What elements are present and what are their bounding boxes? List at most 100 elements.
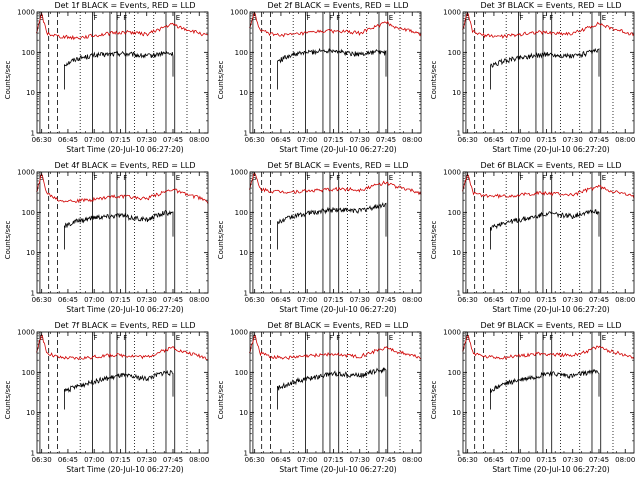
detector-panel-7: Det 7f BLACK = Events, RED = LLD Counts/s… xyxy=(0,320,213,480)
series-events-line xyxy=(490,47,600,90)
x-tick-label: 07:15 xyxy=(110,296,130,304)
x-tick-label: 08:00 xyxy=(402,296,422,304)
y-tick-label: 100 xyxy=(22,369,35,377)
x-tick-label: 06:45 xyxy=(58,136,78,144)
series-events-line xyxy=(64,50,174,90)
series-events-line xyxy=(64,369,174,410)
marker-label: F xyxy=(93,174,97,182)
series-lld-line xyxy=(462,334,635,360)
x-tick-label: 06:45 xyxy=(484,296,504,304)
x-tick-label: 08:00 xyxy=(615,136,635,144)
marker-label: F xyxy=(549,14,553,22)
marker-label: E xyxy=(176,334,180,342)
series-lld-line xyxy=(462,173,635,199)
x-tick-label: 07:00 xyxy=(84,296,104,304)
x-tick-label: 06:45 xyxy=(58,296,78,304)
marker-label: S xyxy=(252,14,257,22)
y-tick-label: 1 xyxy=(31,450,35,458)
panel-title: Det 2f BLACK = Events, RED = LLD xyxy=(267,1,409,10)
x-axis-label: Start Time (20-Jul-10 06:27:20) xyxy=(279,145,397,154)
x-tick-label: 07:30 xyxy=(137,456,157,464)
y-tick-label: 1 xyxy=(244,450,248,458)
x-tick-label: 07:15 xyxy=(536,136,556,144)
x-tick-label: 06:30 xyxy=(245,296,265,304)
series-events-line xyxy=(277,367,387,410)
marker-label: E xyxy=(389,334,393,342)
y-tick-label: 1000 xyxy=(230,9,248,17)
series-events-line xyxy=(490,209,600,250)
series-lld-line xyxy=(36,172,209,205)
x-tick-label: 07:15 xyxy=(110,456,130,464)
x-tick-label: 08:00 xyxy=(189,136,209,144)
marker-label: F xyxy=(336,334,340,342)
x-tick-label: 07:15 xyxy=(323,136,343,144)
x-tick-label: 07:45 xyxy=(589,296,609,304)
marker-label: E xyxy=(389,14,393,22)
detector-panel-3: Det 3f BLACK = Events, RED = LLD Counts/s… xyxy=(426,0,639,160)
y-tick-label: 1000 xyxy=(17,9,35,17)
panel-title: Det 3f BLACK = Events, RED = LLD xyxy=(480,1,622,10)
x-axis-label: Start Time (20-Jul-10 06:27:20) xyxy=(492,465,610,474)
y-tick-label: 10 xyxy=(26,409,35,417)
y-tick-label: 1000 xyxy=(443,169,461,177)
x-tick-label: 07:30 xyxy=(137,136,157,144)
panel-title: Det 8f BLACK = Events, RED = LLD xyxy=(267,321,409,330)
series-events-line xyxy=(277,47,387,90)
y-tick-label: 10 xyxy=(26,249,35,257)
y-tick-label: 10 xyxy=(452,89,461,97)
x-tick-label: 07:00 xyxy=(84,456,104,464)
marker-label: F xyxy=(123,334,127,342)
x-tick-label: 08:00 xyxy=(189,296,209,304)
marker-label: E xyxy=(176,174,180,182)
marker-label: F xyxy=(306,14,310,22)
marker-label: S xyxy=(465,14,470,22)
x-tick-label: 06:30 xyxy=(32,296,52,304)
x-tick-label: 07:45 xyxy=(163,136,183,144)
series-lld-line xyxy=(462,11,635,39)
x-tick-label: 06:45 xyxy=(484,456,504,464)
plot-frame xyxy=(462,331,635,454)
x-tick-label: 07:30 xyxy=(137,296,157,304)
x-tick-label: 07:30 xyxy=(350,296,370,304)
x-tick-label: 07:15 xyxy=(323,296,343,304)
y-tick-label: 100 xyxy=(235,49,248,57)
x-tick-label: 07:00 xyxy=(510,296,530,304)
y-tick-label: 1 xyxy=(457,450,461,458)
y-tick-label: 1000 xyxy=(443,9,461,17)
plot-frame xyxy=(36,331,209,454)
series-lld-line xyxy=(36,11,209,41)
x-tick-label: 07:45 xyxy=(589,456,609,464)
x-axis-label: Start Time (20-Jul-10 06:27:20) xyxy=(492,145,610,154)
marker-label: S xyxy=(465,334,470,342)
marker-label: F xyxy=(329,334,333,342)
x-tick-label: 06:30 xyxy=(458,136,478,144)
x-tick-label: 07:00 xyxy=(84,136,104,144)
y-tick-label: 10 xyxy=(452,409,461,417)
x-tick-label: 06:45 xyxy=(271,296,291,304)
marker-label: F xyxy=(336,14,340,22)
marker-label: S xyxy=(39,174,44,182)
detector-panel-6: Det 6f BLACK = Events, RED = LLD Counts/s… xyxy=(426,160,639,320)
marker-label: F xyxy=(306,174,310,182)
x-tick-label: 07:45 xyxy=(163,296,183,304)
x-axis-label: Start Time (20-Jul-10 06:27:20) xyxy=(66,465,184,474)
x-tick-label: 07:00 xyxy=(510,456,530,464)
marker-label: F xyxy=(542,334,546,342)
plot-frame xyxy=(462,11,635,134)
panel-title: Det 6f BLACK = Events, RED = LLD xyxy=(480,161,622,170)
plot-frame xyxy=(462,171,635,294)
marker-label: F xyxy=(519,14,523,22)
marker-label: S xyxy=(252,174,257,182)
x-tick-label: 07:30 xyxy=(563,456,583,464)
y-tick-label: 1 xyxy=(244,130,248,138)
x-tick-label: 07:45 xyxy=(376,136,396,144)
y-tick-label: 1000 xyxy=(230,329,248,337)
series-lld-line xyxy=(36,333,209,361)
x-tick-label: 07:00 xyxy=(510,136,530,144)
x-tick-label: 07:00 xyxy=(297,296,317,304)
y-tick-label: 100 xyxy=(448,209,461,217)
